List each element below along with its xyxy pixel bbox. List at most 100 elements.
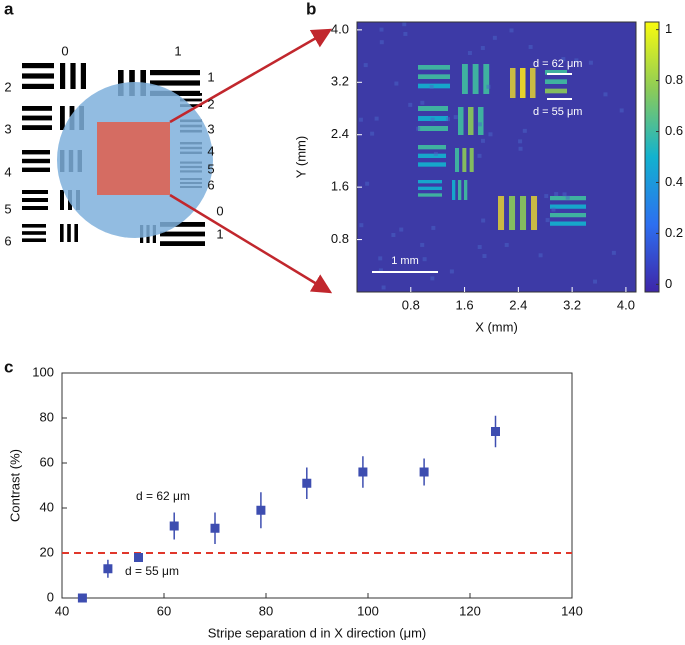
y-tick-label: 100 xyxy=(32,364,54,379)
stripe xyxy=(472,64,479,94)
bar xyxy=(22,125,52,130)
point xyxy=(491,427,500,436)
stripe xyxy=(418,162,446,167)
noise xyxy=(488,132,493,137)
noise xyxy=(430,117,435,122)
noise xyxy=(593,279,598,284)
noise xyxy=(509,28,514,33)
label: 1 xyxy=(216,226,223,241)
colorbar-tick-label: 0.8 xyxy=(665,72,683,87)
bar xyxy=(22,190,48,194)
y-tick-label: 2.4 xyxy=(331,126,349,141)
colorbar-tick-label: 0.6 xyxy=(665,123,683,138)
stripe xyxy=(545,88,567,94)
bar xyxy=(118,70,124,96)
bar xyxy=(22,73,54,79)
x-tick-label: 120 xyxy=(459,603,481,618)
y-tick-label: 80 xyxy=(40,409,54,424)
stripe xyxy=(462,148,467,172)
noise xyxy=(379,27,384,32)
point xyxy=(103,564,113,574)
noise xyxy=(370,131,375,136)
arrow xyxy=(169,28,333,124)
stripe xyxy=(418,83,450,89)
stripe xyxy=(550,221,586,226)
bar xyxy=(160,231,205,237)
x-tick-label: 40 xyxy=(55,603,69,618)
noise xyxy=(391,232,396,237)
bar xyxy=(180,104,202,107)
label: 3 xyxy=(4,121,11,136)
stripe xyxy=(418,106,448,111)
label: 5 xyxy=(4,201,11,216)
noise xyxy=(574,58,579,63)
colorbar-tick-label: 0.2 xyxy=(665,225,683,240)
colorbar-tick-label: 0.4 xyxy=(665,174,683,189)
noise xyxy=(603,92,608,97)
bar xyxy=(80,63,86,89)
bar xyxy=(22,167,50,172)
bar xyxy=(67,224,71,242)
label: 4 xyxy=(207,143,214,158)
y-tick-label: 20 xyxy=(40,544,54,559)
noise xyxy=(374,116,379,121)
stripe xyxy=(458,107,464,135)
y-tick-label: 0.8 xyxy=(331,231,349,246)
image-background xyxy=(357,22,636,292)
stripe xyxy=(452,180,456,200)
noise xyxy=(481,218,486,223)
point xyxy=(169,521,179,531)
plot-frame xyxy=(61,372,573,599)
bar xyxy=(160,222,205,227)
stripe xyxy=(418,145,446,150)
noise xyxy=(467,51,472,56)
bar xyxy=(60,190,64,210)
stripe xyxy=(520,68,526,98)
y-tick-label: 60 xyxy=(40,454,54,469)
stripe xyxy=(530,68,536,98)
noise xyxy=(378,268,383,273)
bar xyxy=(180,93,202,96)
stripe xyxy=(510,68,516,98)
y-tick-label: 3.2 xyxy=(331,74,349,89)
annotation: d = 55 μm xyxy=(533,106,582,118)
bar xyxy=(22,158,50,164)
label: 1 xyxy=(207,69,214,84)
bar xyxy=(22,206,48,210)
colorbar-tick-label: 0 xyxy=(665,276,672,291)
noise xyxy=(562,192,567,197)
image-frame xyxy=(356,21,637,293)
noise xyxy=(394,81,399,86)
y-tick-label: 40 xyxy=(40,499,54,514)
bar xyxy=(22,231,46,235)
stripe xyxy=(469,148,474,172)
x-tick-label: 60 xyxy=(157,603,171,618)
label: 3 xyxy=(207,121,214,136)
label: 0 xyxy=(216,203,223,218)
label: 5 xyxy=(207,161,214,176)
stripe xyxy=(418,153,446,158)
noise xyxy=(402,22,407,27)
noise xyxy=(420,100,425,105)
label: 2 xyxy=(4,79,11,94)
noise xyxy=(482,254,487,259)
stripe xyxy=(418,126,448,131)
noise xyxy=(449,269,454,274)
y-tick-label: 0 xyxy=(47,589,54,604)
stripe xyxy=(545,70,567,75)
stripe xyxy=(418,186,442,190)
colorbar xyxy=(644,21,660,293)
panel-label: c xyxy=(4,357,13,376)
noise xyxy=(480,138,485,143)
stripe xyxy=(418,193,442,197)
noise xyxy=(429,84,434,89)
stripe xyxy=(550,204,586,209)
point xyxy=(419,467,429,477)
stripe xyxy=(418,74,450,79)
noise xyxy=(453,115,458,120)
bar xyxy=(22,238,46,242)
noise xyxy=(522,128,527,133)
y-tick-label: 4.0 xyxy=(331,21,349,36)
noise xyxy=(480,45,485,50)
